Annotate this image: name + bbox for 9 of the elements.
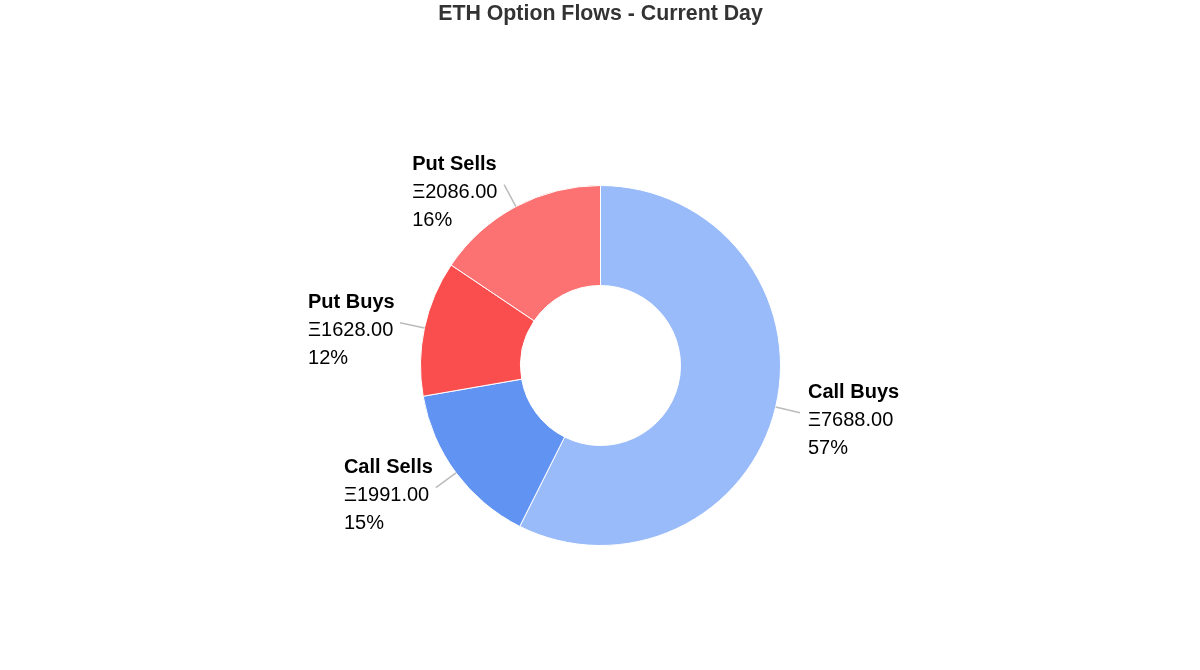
slice-label: Put Sells xyxy=(412,151,497,174)
data-label: Ξ1991.00 15% xyxy=(343,482,430,533)
data-label: Ξ2086.00 16% xyxy=(412,179,498,230)
data-label: Ξ7688.00 57% xyxy=(807,407,894,458)
slice-label: Call Sells xyxy=(343,454,433,477)
chart-title: ETH Option Flows - Current Day xyxy=(438,0,763,25)
slice-label: Put Buys xyxy=(308,289,395,312)
data-label: Ξ1628.00 12% xyxy=(308,317,394,368)
slice-label: Call Buys xyxy=(807,379,900,402)
